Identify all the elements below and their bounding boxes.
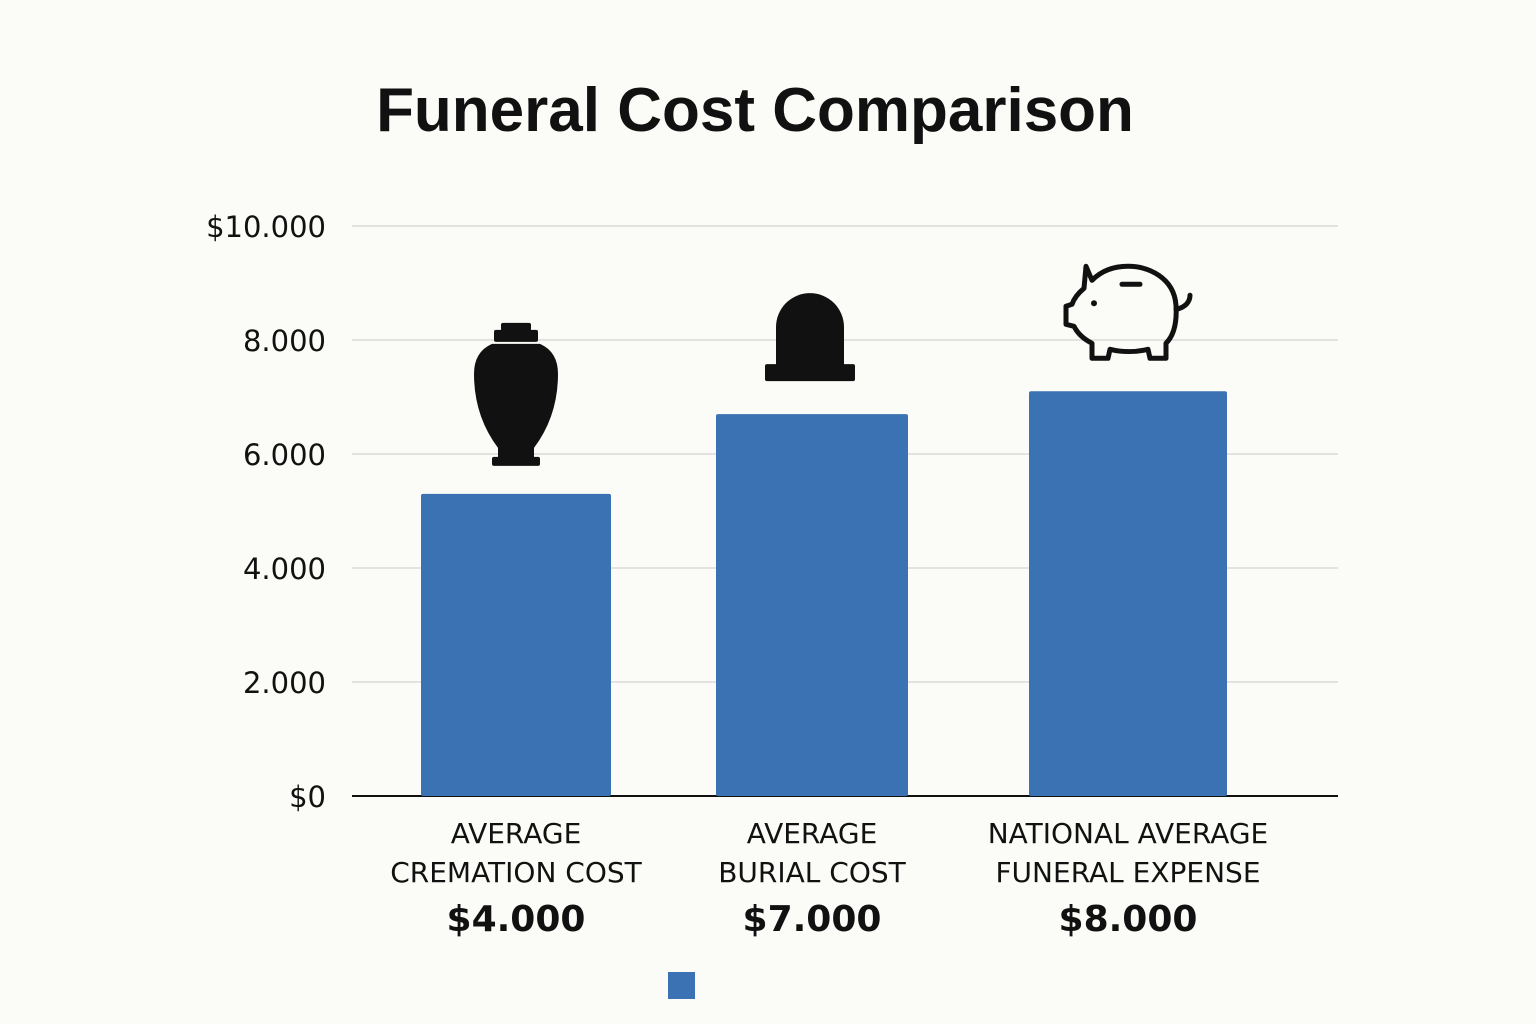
y-tick-label: 4.000 — [243, 552, 326, 586]
bar — [716, 414, 908, 796]
category-label-line2: FUNERAL EXPENSE — [995, 856, 1260, 889]
data-label: $7.000 — [743, 899, 882, 940]
y-tick-label: $10.000 — [206, 210, 326, 244]
headstone-icon — [765, 293, 855, 382]
category-label-line2: CREMATION COST — [390, 856, 642, 889]
data-label: $8.000 — [1059, 899, 1198, 940]
category-label-line1: AVERAGE — [451, 817, 582, 850]
piggy-bank-icon — [1063, 263, 1193, 361]
bar — [421, 493, 611, 796]
chart-title: Funeral Cost Comparison — [376, 76, 1134, 145]
legend-swatch — [668, 972, 695, 999]
data-label: $4.000 — [447, 899, 586, 940]
y-tick-label: 6.000 — [243, 438, 326, 472]
urn-icon — [474, 322, 558, 466]
y-tick-label: 8.000 — [243, 324, 326, 358]
category-label-line1: AVERAGE — [747, 817, 878, 850]
category-label-line2: BURIAL COST — [718, 856, 906, 889]
y-tick-label: $0 — [289, 780, 326, 814]
bar — [1029, 391, 1227, 796]
y-tick-label: 2.000 — [243, 666, 326, 700]
category-label-line1: NATIONAL AVERAGE — [988, 817, 1269, 850]
